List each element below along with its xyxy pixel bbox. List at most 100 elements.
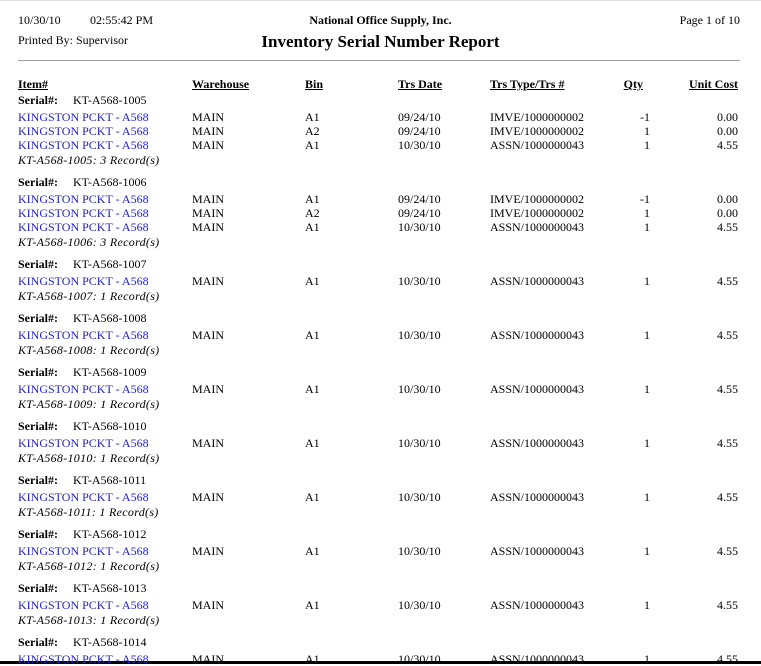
table-row: KINGSTON PCKT - A568 MAIN A2 09/24/10 IMVE/1… <box>0 206 761 220</box>
table-row: KINGSTON PCKT - A568 MAIN A2 09/24/10 IMVE/1… <box>0 124 761 138</box>
serial-group: Serial#: KT-A568-1010 KINGSTON PCKT - A568… <box>0 419 761 465</box>
serial-number: KT-A568-1008 <box>73 311 147 325</box>
bin-cell: A1 <box>305 138 320 152</box>
unit-cost-cell: 4.55 <box>717 490 738 504</box>
trs-date-cell: 10/30/10 <box>398 220 441 234</box>
bin-cell: A1 <box>305 328 320 342</box>
serial-line: Serial#: KT-A568-1007 <box>0 257 761 271</box>
serial-group: Serial#: KT-A568-1014 KINGSTON PCKT - A568… <box>0 635 761 666</box>
serial-label: Serial#: <box>18 473 58 487</box>
item-link[interactable]: KINGSTON PCKT - A568 <box>18 544 149 558</box>
record-count-footer: KT-A568-1005: 3 Record(s) <box>18 153 160 167</box>
warehouse-cell: MAIN <box>192 544 224 558</box>
warehouse-cell: MAIN <box>192 490 224 504</box>
serial-line: Serial#: KT-A568-1010 <box>0 419 761 433</box>
item-link[interactable]: KINGSTON PCKT - A568 <box>18 110 149 124</box>
unit-cost-cell: 0.00 <box>717 110 738 124</box>
trs-type-cell: ASSN/1000000043 <box>490 328 585 342</box>
serial-number: KT-A568-1005 <box>73 93 147 107</box>
item-link[interactable]: KINGSTON PCKT - A568 <box>18 124 149 138</box>
trs-date-cell: 09/24/10 <box>398 124 441 138</box>
serial-group: Serial#: KT-A568-1005 KINGSTON PCKT - A568… <box>0 93 761 167</box>
item-link[interactable]: KINGSTON PCKT - A568 <box>18 436 149 450</box>
table-row: KINGSTON PCKT - A568 MAIN A1 10/30/10 ASSN/1… <box>0 652 761 666</box>
item-link[interactable]: KINGSTON PCKT - A568 <box>18 220 149 234</box>
item-link[interactable]: KINGSTON PCKT - A568 <box>18 206 149 220</box>
serial-group: Serial#: KT-A568-1013 KINGSTON PCKT - A568… <box>0 581 761 627</box>
serial-line: Serial#: KT-A568-1008 <box>0 311 761 325</box>
report-header: 10/30/10 02:55:42 PM Printed By: Supervis… <box>0 13 761 57</box>
item-link[interactable]: KINGSTON PCKT - A568 <box>18 382 149 396</box>
warehouse-cell: MAIN <box>192 328 224 342</box>
qty-cell: 1 <box>644 274 650 288</box>
trs-type-cell: IMVE/1000000002 <box>490 206 584 220</box>
qty-cell: 1 <box>644 328 650 342</box>
bin-cell: A1 <box>305 490 320 504</box>
qty-cell: 1 <box>644 138 650 152</box>
serial-line: Serial#: KT-A568-1012 <box>0 527 761 541</box>
warehouse-cell: MAIN <box>192 382 224 396</box>
column-header-qty: Qty <box>623 77 643 91</box>
serial-number: KT-A568-1007 <box>73 257 147 271</box>
serial-label: Serial#: <box>18 93 58 107</box>
qty-cell: -1 <box>640 110 650 124</box>
warehouse-cell: MAIN <box>192 274 224 288</box>
trs-type-cell: ASSN/1000000043 <box>490 598 585 612</box>
trs-type-cell: ASSN/1000000043 <box>490 652 585 666</box>
bin-cell: A1 <box>305 274 320 288</box>
serial-group: Serial#: KT-A568-1012 KINGSTON PCKT - A568… <box>0 527 761 573</box>
trs-date-cell: 10/30/10 <box>398 436 441 450</box>
table-row: KINGSTON PCKT - A568 MAIN A1 10/30/10 ASSN/1… <box>0 274 761 288</box>
unit-cost-cell: 0.00 <box>717 124 738 138</box>
item-link[interactable]: KINGSTON PCKT - A568 <box>18 598 149 612</box>
serial-line: Serial#: KT-A568-1013 <box>0 581 761 595</box>
record-count-footer: KT-A568-1008: 1 Record(s) <box>18 343 160 357</box>
item-link[interactable]: KINGSTON PCKT - A568 <box>18 490 149 504</box>
column-header-trs-date: Trs Date <box>398 77 443 91</box>
trs-date-cell: 10/30/10 <box>398 598 441 612</box>
header-divider <box>18 60 740 61</box>
serial-label: Serial#: <box>18 365 58 379</box>
item-link[interactable]: KINGSTON PCKT - A568 <box>18 274 149 288</box>
column-header-bin: Bin <box>305 77 324 91</box>
qty-cell: -1 <box>640 192 650 206</box>
header-left: 10/30/10 02:55:42 PM Printed By: Supervis… <box>18 13 153 48</box>
qty-cell: 1 <box>644 544 650 558</box>
trs-date-cell: 09/24/10 <box>398 110 441 124</box>
item-link[interactable]: KINGSTON PCKT - A568 <box>18 652 149 666</box>
qty-cell: 1 <box>644 206 650 220</box>
record-count-footer: KT-A568-1009: 1 Record(s) <box>18 397 160 411</box>
record-count-footer: KT-A568-1011: 1 Record(s) <box>18 505 159 519</box>
unit-cost-cell: 4.55 <box>717 598 738 612</box>
trs-date-cell: 10/30/10 <box>398 274 441 288</box>
table-row: KINGSTON PCKT - A568 MAIN A1 10/30/10 ASSN/1… <box>0 436 761 450</box>
unit-cost-cell: 0.00 <box>717 206 738 220</box>
serial-label: Serial#: <box>18 635 58 649</box>
company-name: National Office Supply, Inc. <box>309 13 452 27</box>
serial-number: KT-A568-1013 <box>73 581 147 595</box>
trs-type-cell: IMVE/1000000002 <box>490 124 584 138</box>
serial-label: Serial#: <box>18 527 58 541</box>
item-link[interactable]: KINGSTON PCKT - A568 <box>18 138 149 152</box>
serial-number: KT-A568-1006 <box>73 175 147 189</box>
unit-cost-cell: 4.55 <box>717 328 738 342</box>
serial-number: KT-A568-1011 <box>73 473 147 487</box>
header-center: National Office Supply, Inc. Inventory S… <box>0 13 761 52</box>
item-link[interactable]: KINGSTON PCKT - A568 <box>18 328 149 342</box>
bin-cell: A1 <box>305 382 320 396</box>
unit-cost-cell: 4.55 <box>717 382 738 396</box>
bin-cell: A1 <box>305 220 320 234</box>
record-count-footer: KT-A568-1006: 3 Record(s) <box>18 235 160 249</box>
trs-type-cell: IMVE/1000000002 <box>490 192 584 206</box>
trs-type-cell: ASSN/1000000043 <box>490 382 585 396</box>
column-header-trs-type: Trs Type/Trs # <box>490 77 565 91</box>
table-row: KINGSTON PCKT - A568 MAIN A1 09/24/10 IMVE/1… <box>0 192 761 206</box>
unit-cost-cell: 4.55 <box>717 274 738 288</box>
item-link[interactable]: KINGSTON PCKT - A568 <box>18 192 149 206</box>
warehouse-cell: MAIN <box>192 220 224 234</box>
serial-number: KT-A568-1014 <box>73 635 147 649</box>
qty-cell: 1 <box>644 382 650 396</box>
column-header-warehouse: Warehouse <box>192 77 250 91</box>
serial-line: Serial#: KT-A568-1014 <box>0 635 761 649</box>
